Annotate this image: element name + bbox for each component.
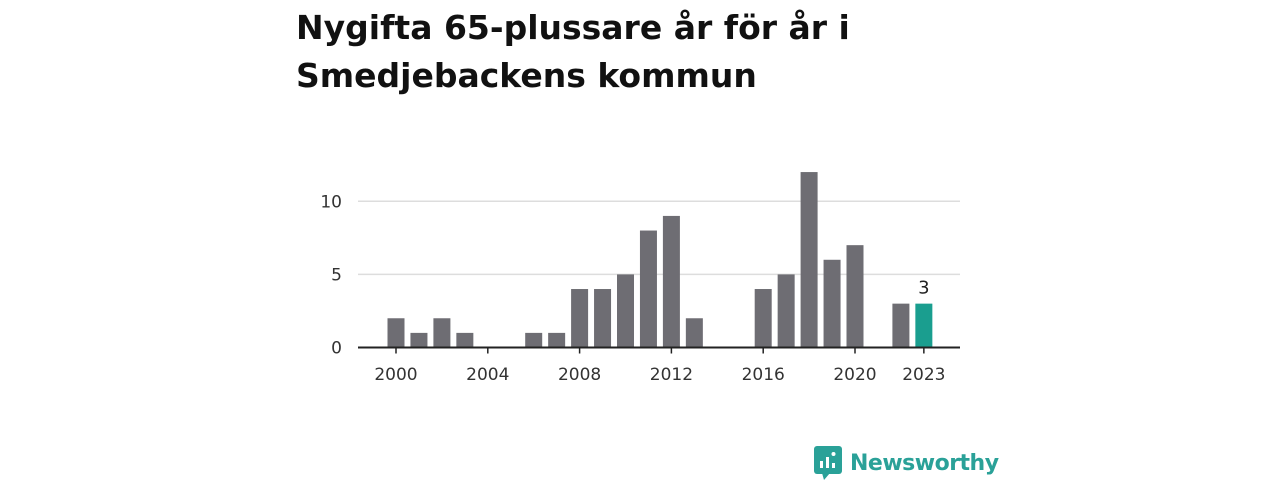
chart-title: Nygifta 65-plussare år för år i Smedjeba… <box>296 8 850 95</box>
bar <box>456 332 474 348</box>
y-tick-label: 10 <box>320 192 342 212</box>
data-label: 3 <box>918 278 929 299</box>
bar <box>662 215 680 348</box>
bar <box>846 245 864 348</box>
bars <box>387 172 933 348</box>
grid-lines <box>358 200 960 276</box>
axes: 0 5 10 2000 2004 2008 2012 2016 2020 2023 <box>320 192 960 385</box>
bar <box>754 289 772 348</box>
bar <box>617 274 634 348</box>
bar <box>594 289 612 348</box>
bar <box>892 303 910 348</box>
x-tick-label: 2000 <box>374 365 417 385</box>
x-tick-label: 2020 <box>833 365 876 385</box>
bar <box>433 318 451 348</box>
data-labels: 3 <box>918 278 929 299</box>
newsworthy-logo-icon <box>814 446 842 480</box>
bar <box>800 172 818 348</box>
x-tick-label: 2012 <box>650 365 693 385</box>
bar <box>777 274 795 348</box>
y-tick-label: 0 <box>331 339 342 359</box>
bar <box>685 318 703 348</box>
x-tick-label: 2008 <box>558 365 601 385</box>
bar <box>823 259 841 348</box>
bar <box>387 318 405 348</box>
bar <box>548 332 566 348</box>
x-tick-label: 2016 <box>742 365 785 385</box>
x-tick-label: 2004 <box>466 365 509 385</box>
bar <box>525 332 543 348</box>
bar <box>639 230 657 348</box>
bar <box>571 289 589 348</box>
bar <box>915 303 933 348</box>
x-tick-label: 2023 <box>902 365 945 385</box>
newsworthy-logo: Newsworthy <box>814 446 999 480</box>
bar <box>410 332 428 348</box>
brand-name: Newsworthy <box>850 450 999 476</box>
y-tick-label: 5 <box>331 265 342 285</box>
